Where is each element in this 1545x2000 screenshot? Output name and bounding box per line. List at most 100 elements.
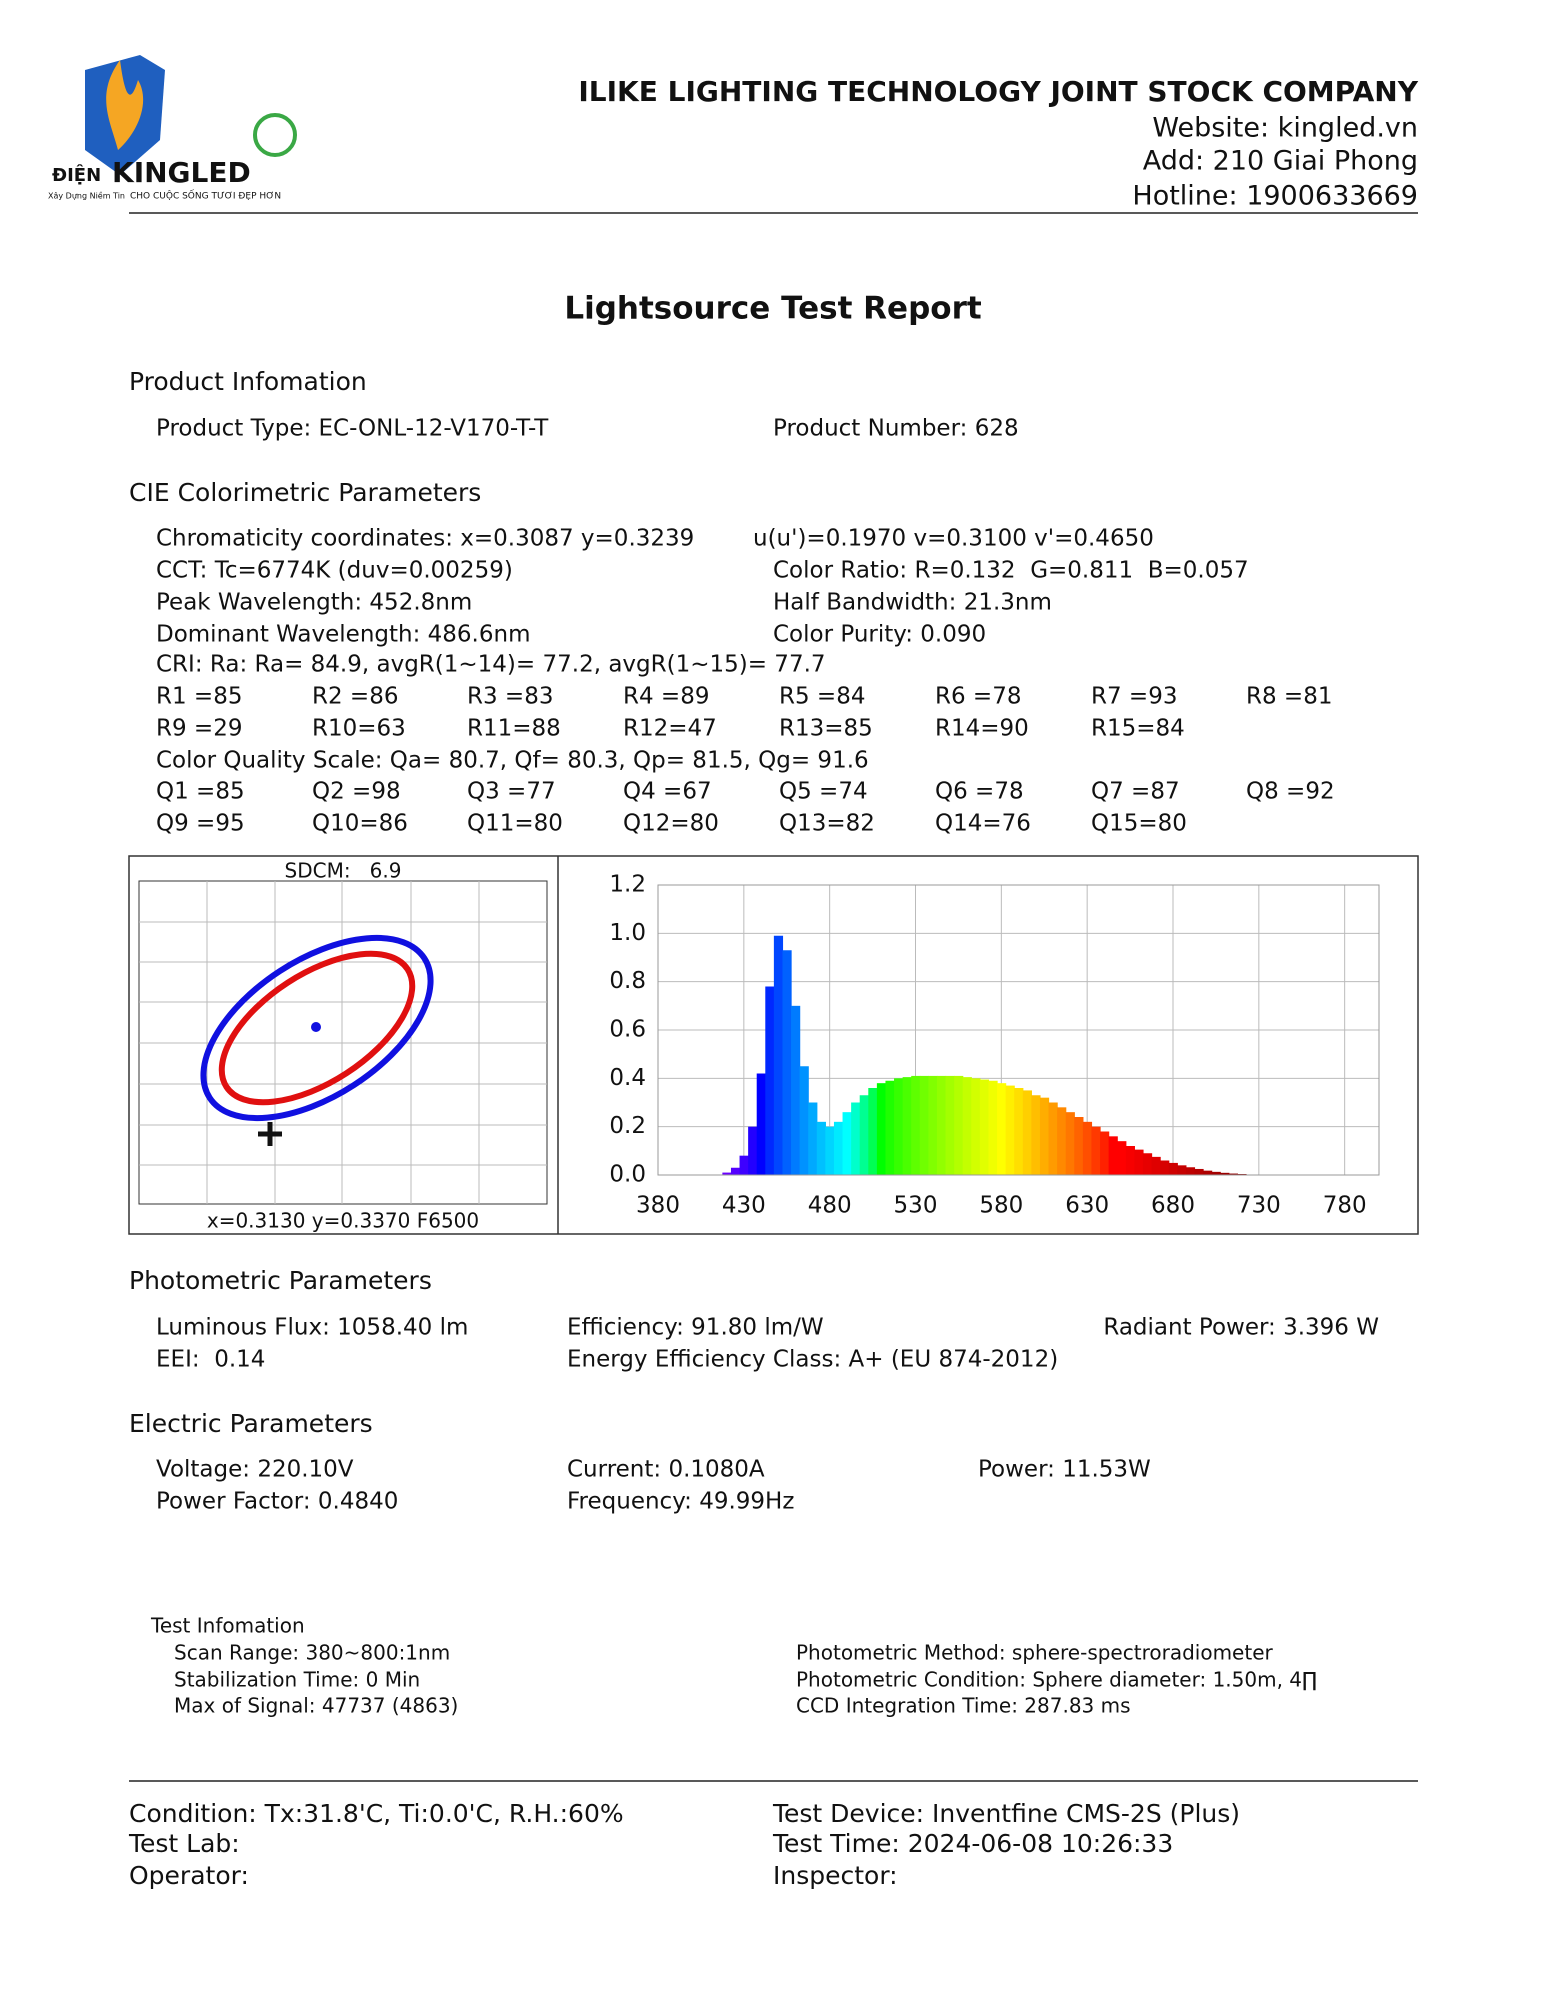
index-value: Q7 =87 xyxy=(1091,779,1180,805)
spectrum-bar xyxy=(1074,1117,1084,1175)
index-value: Q2 =98 xyxy=(312,779,401,805)
spectrum-bar xyxy=(782,950,792,1175)
x-tick-label: 530 xyxy=(894,1193,938,1219)
sdcm-outer-ellipse xyxy=(200,934,434,1122)
index-value: R14=90 xyxy=(935,716,1029,742)
spectrum-bar xyxy=(868,1088,878,1175)
text: Radiant Power: 3.396 W xyxy=(1103,1315,1379,1341)
x-tick-label: 380 xyxy=(636,1193,680,1219)
spectrum-bar xyxy=(1091,1126,1101,1175)
text: Scan Range: 380~800:1nm xyxy=(174,1641,450,1665)
text: Test Device: Inventfine CMS-2S (Plus) xyxy=(772,1799,1240,1828)
index-value: Q3 =77 xyxy=(467,779,556,805)
index-value: R4 =89 xyxy=(623,684,709,710)
index-value: R5 =84 xyxy=(779,684,865,710)
text: u(u')=0.1970 v=0.3100 v'=0.4650 xyxy=(753,526,1154,552)
sdcm-reference-mark xyxy=(258,1122,282,1146)
spectrum-bar xyxy=(988,1080,998,1175)
spectrum-bar xyxy=(1194,1168,1204,1175)
x-tick-label: 430 xyxy=(722,1193,766,1219)
sdcm-chart xyxy=(138,880,548,1205)
spectrum-bar xyxy=(1100,1131,1110,1175)
index-value: Q6 =78 xyxy=(935,779,1024,805)
spectrum-bar xyxy=(954,1075,964,1175)
spectrum-bar xyxy=(748,1126,758,1175)
spectrum-bar xyxy=(842,1112,852,1175)
text: Power Factor: 0.4840 xyxy=(156,1489,398,1515)
spectrum-bar xyxy=(765,986,775,1175)
spectrum-bar xyxy=(730,1167,741,1175)
logo-flame xyxy=(106,60,144,150)
text: Luminous Flux: 1058.40 lm xyxy=(156,1315,468,1341)
y-tick-label: 0.4 xyxy=(609,1065,646,1091)
spectrum-bar xyxy=(1057,1107,1067,1175)
spectrum-bar xyxy=(1203,1170,1213,1175)
spectrum-bar xyxy=(1108,1136,1118,1175)
spectrum-bar xyxy=(1134,1149,1144,1175)
spectrum-bar xyxy=(816,1121,826,1175)
sdcm-reference: x=0.3130 y=0.3370 F6500 xyxy=(207,1209,479,1233)
index-value: R10=63 xyxy=(312,716,406,742)
y-tick-label: 0.2 xyxy=(609,1113,646,1139)
spectrum-bar xyxy=(739,1155,749,1175)
spectrum-bar xyxy=(894,1078,904,1175)
spectrum-bar xyxy=(791,1005,801,1175)
text: Photometric Method: sphere-spectroradiom… xyxy=(796,1641,1273,1665)
index-value: R13=85 xyxy=(779,716,873,742)
logo-brand: KINGLED xyxy=(112,156,251,189)
text: Condition: Tx:31.8'C, Ti:0.0'C, R.H.:60% xyxy=(129,1799,624,1828)
spectrum-bar xyxy=(1151,1156,1161,1175)
hotline: Hotline: 1900633669 xyxy=(1132,181,1418,212)
index-value: R7 =93 xyxy=(1091,684,1177,710)
logo-slogan: Xây Dựng Niềm Tin xyxy=(48,191,125,202)
sdcm-point xyxy=(311,1022,321,1032)
index-value: R15=84 xyxy=(1091,716,1185,742)
spectrum-bar xyxy=(936,1075,947,1175)
spectrum-bar xyxy=(876,1083,887,1175)
spectrum-bar xyxy=(962,1077,972,1175)
spectrum-bar xyxy=(1185,1167,1196,1175)
text: Product Number: 628 xyxy=(773,416,1019,442)
spectrum-bar xyxy=(722,1172,732,1175)
spectrum-bar xyxy=(902,1077,912,1175)
text: Color Quality Scale: Qa= 80.7, Qf= 80.3,… xyxy=(156,748,869,774)
text: Current: 0.1080A xyxy=(567,1457,765,1483)
spectrum-bar xyxy=(885,1080,895,1175)
index-value: Q15=80 xyxy=(1091,811,1187,837)
spectrum-bar xyxy=(928,1075,938,1175)
report-title: Lightsource Test Report xyxy=(564,291,982,327)
index-value: Q12=80 xyxy=(623,811,719,837)
section-heading: Test Infomation xyxy=(150,1614,305,1638)
spectrum-bar xyxy=(997,1083,1007,1175)
index-value: Q10=86 xyxy=(312,811,408,837)
y-tick-label: 0.0 xyxy=(609,1162,646,1188)
section-heading: Photometric Parameters xyxy=(129,1266,432,1295)
text: Stabilization Time: 0 Min xyxy=(174,1668,420,1692)
spectrum-bar xyxy=(919,1075,929,1175)
text: Efficiency: 91.80 lm/W xyxy=(567,1315,824,1341)
index-value: Q8 =92 xyxy=(1246,779,1335,805)
index-value: Q5 =74 xyxy=(779,779,868,805)
spectrum-bar xyxy=(773,935,784,1175)
text: Max of Signal: 47737 (4863) xyxy=(174,1694,458,1718)
section-heading: CIE Colorimetric Parameters xyxy=(129,478,481,507)
text: Inspector: xyxy=(773,1861,898,1890)
section-heading: Product Infomation xyxy=(129,367,367,396)
spectrum-bar xyxy=(1142,1153,1153,1175)
chart-frame xyxy=(128,855,1419,1235)
text: Color Purity: 0.090 xyxy=(773,622,986,648)
spectrum-bar xyxy=(979,1079,990,1175)
y-tick-label: 1.0 xyxy=(609,920,646,946)
spectrum-bar xyxy=(1048,1102,1058,1175)
text: Dominant Wavelength: 486.6nm xyxy=(156,622,530,648)
address: Add: 210 Giai Phong xyxy=(1143,146,1418,177)
logo-prefix: ĐIỆN xyxy=(52,164,101,186)
spectrum-bar xyxy=(1168,1162,1178,1175)
plot-border xyxy=(657,884,1380,1176)
spectrum-bar xyxy=(1211,1171,1221,1175)
text: Product Type: EC-ONL-12-V170-T-T xyxy=(156,416,549,442)
spectrum-bar xyxy=(1220,1172,1230,1175)
spectrum-bar xyxy=(1228,1173,1238,1175)
x-tick-label: 680 xyxy=(1151,1193,1195,1219)
